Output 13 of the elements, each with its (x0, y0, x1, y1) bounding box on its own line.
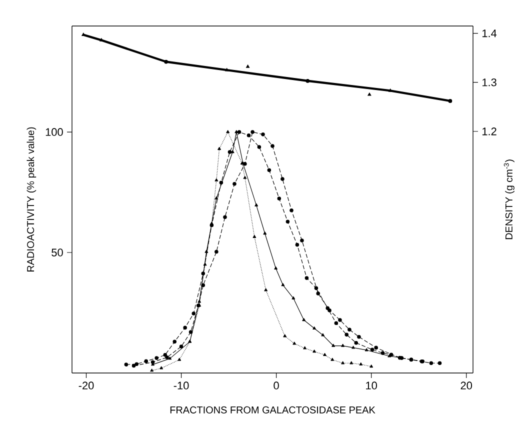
y-axis-title: RADIOACTIVITY (% peak value) (26, 127, 36, 272)
x-tick-label: -10 (174, 382, 189, 390)
y2-tick-label: 1.2 (482, 128, 496, 136)
x-tick-label: 10 (366, 382, 377, 390)
y2-tick-label: 1.3 (482, 78, 496, 86)
y-tick-label: 100 (46, 128, 63, 136)
y2-tick-label: 1.4 (482, 30, 497, 38)
y2-axis-title: DENSITY (g cm$^{-3}$) (504, 160, 514, 240)
x-axis-title: FRACTIONS FROM GALACTOSIDASE PEAK (170, 406, 376, 414)
x-tick-label: 0 (274, 382, 279, 390)
x-tick-label: 20 (460, 382, 472, 390)
x-tick-label: -20 (78, 382, 94, 390)
y-tick-label: 50 (52, 248, 63, 256)
